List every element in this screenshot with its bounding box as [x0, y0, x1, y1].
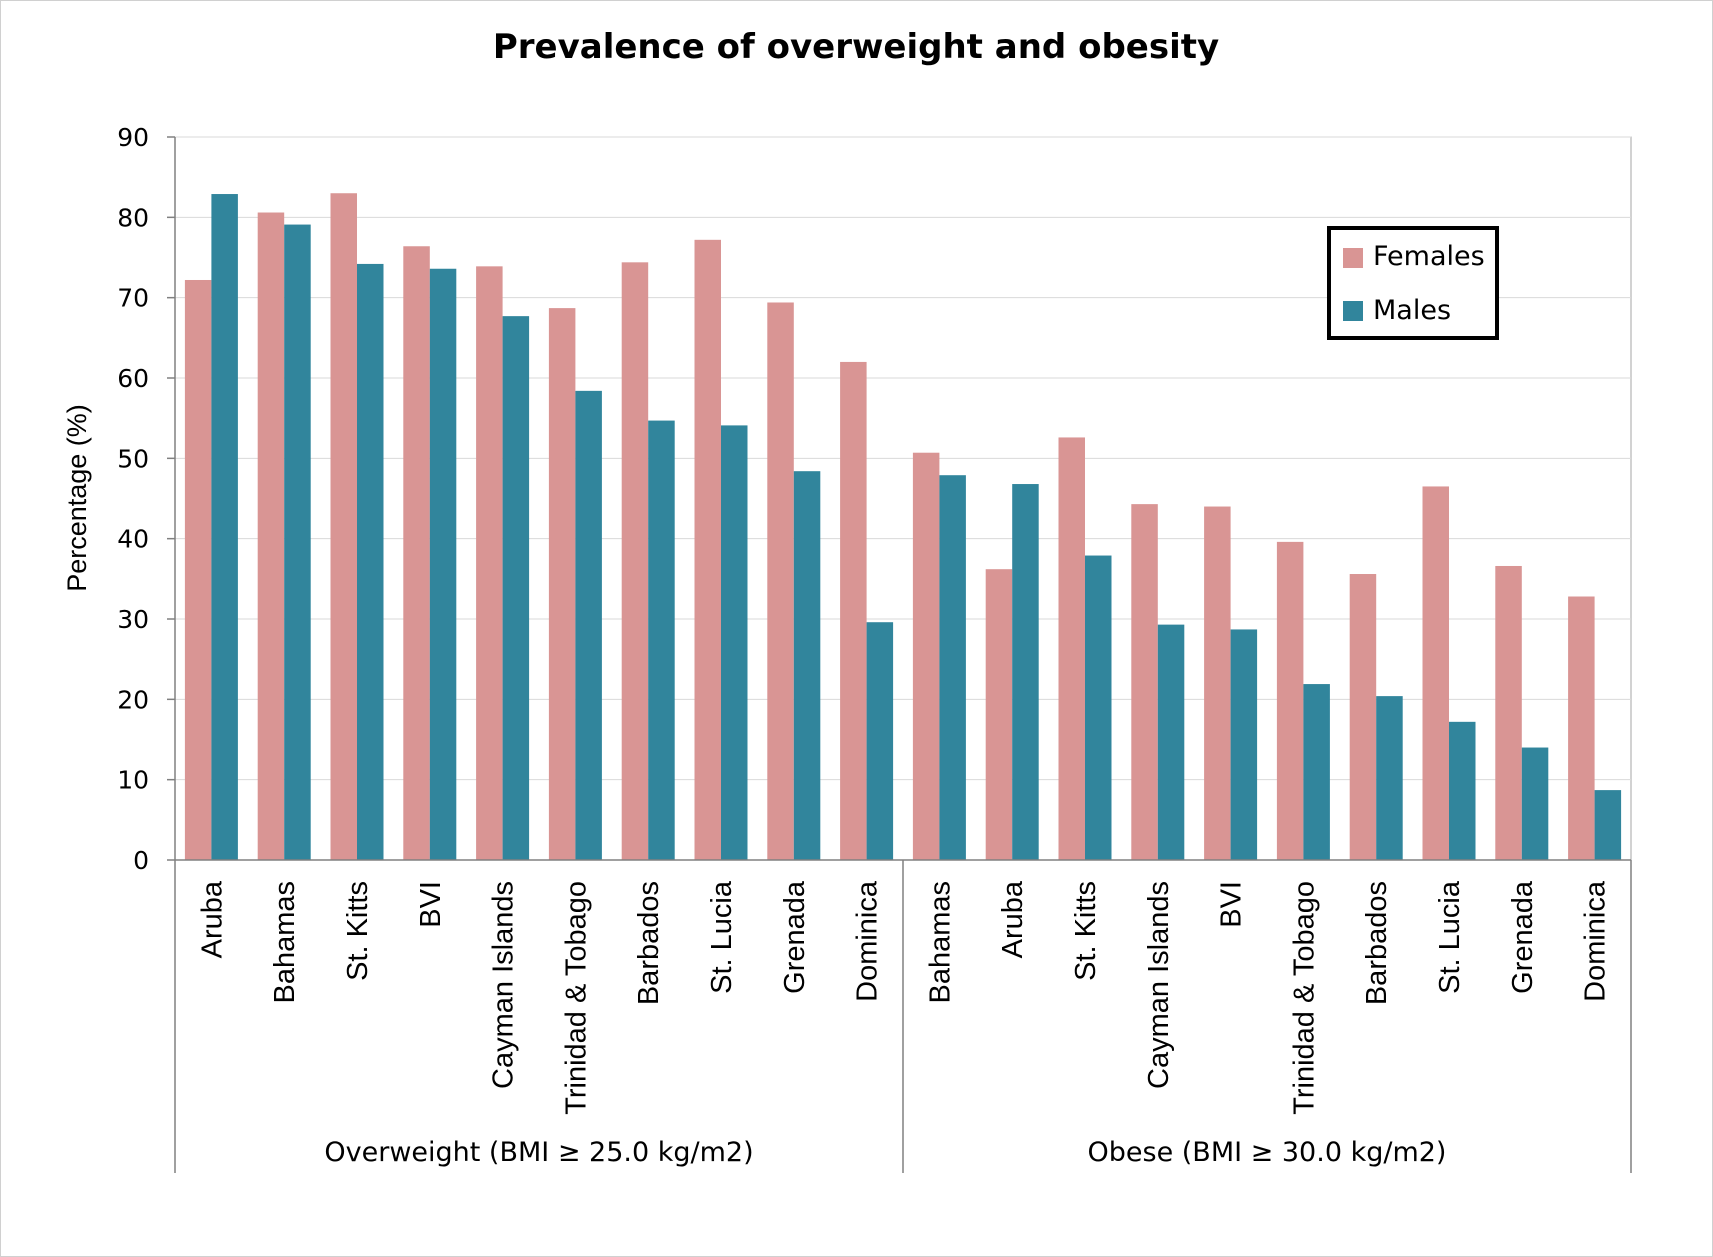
- bar-females-trinidad-tobago-g2: [1276, 541, 1304, 860]
- y-tick-label: 80: [117, 203, 149, 232]
- y-axis-label: Percentage (%): [62, 404, 92, 592]
- x-category-label: BVI: [415, 881, 447, 928]
- bar-females-cayman-islands-g1: [476, 266, 503, 860]
- y-tick-label: 60: [117, 364, 149, 393]
- bar-males-bahamas-g1: [284, 224, 311, 860]
- x-group-label: Obese (BMI ≥ 30.0 kg/m2): [1088, 1137, 1447, 1168]
- x-category-label: Dominica: [1580, 880, 1612, 1002]
- bar-females-bvi-g2: [1204, 506, 1231, 860]
- legend: Females Males: [1327, 226, 1499, 340]
- axes: 0 10 20 30 40 50 60 70 80 90 Aruba Bahamas St. Kitts…: [117, 123, 1632, 1173]
- bar-females-dominica-g1: [840, 361, 867, 860]
- bar-females-bvi-g1: [403, 246, 430, 861]
- bar-males-aruba-g1: [211, 194, 238, 860]
- bar-males-grenada-g2: [1521, 747, 1549, 860]
- x-category-label: Bahamas: [924, 881, 956, 1004]
- bar-males-bvi-g2: [1230, 629, 1258, 860]
- bars: [184, 193, 1622, 861]
- bar-males-bahamas-g2: [939, 475, 966, 860]
- x-category-label: Trinidad & Tobago: [1288, 881, 1320, 1115]
- bar-females-st-kitts-g2: [1058, 437, 1085, 860]
- y-tick-label: 70: [117, 284, 149, 313]
- x-category-label: Aruba: [997, 880, 1029, 958]
- bar-males-st-lucia-g1: [721, 425, 748, 860]
- bar-females-cayman-islands-g2: [1131, 504, 1158, 860]
- x-category-label: St. Lucia: [706, 880, 738, 994]
- bar-males-trinidad-tobago-g1: [575, 390, 602, 860]
- x-category-label: Trinidad & Tobago: [560, 881, 592, 1115]
- bar-males-cayman-islands-g1: [502, 316, 530, 861]
- x-category-label: Aruba: [196, 880, 228, 958]
- legend-label-males: Males: [1373, 295, 1451, 326]
- x-category-label: Barbados: [1361, 881, 1393, 1005]
- x-category-label: St. Kitts: [1070, 881, 1102, 981]
- x-category-label: Dominica: [852, 880, 884, 1002]
- x-category-label: Cayman Islands: [488, 881, 520, 1089]
- legend-swatch-females: [1343, 248, 1363, 268]
- x-category-label: BVI: [1216, 881, 1248, 928]
- bar-males-barbados-g2: [1376, 696, 1403, 860]
- y-tick-label: 30: [117, 605, 149, 634]
- y-tick-label: 50: [117, 444, 149, 473]
- x-category-label: Grenada: [779, 880, 811, 994]
- bar-females-st-kitts-g1: [330, 193, 357, 860]
- bar-females-barbados-g2: [1349, 574, 1377, 860]
- y-tick-label: 40: [117, 525, 149, 554]
- bar-females-st-lucia-g2: [1422, 486, 1449, 860]
- x-category-label: Grenada: [1507, 880, 1539, 994]
- bar-females-st-lucia-g1: [694, 239, 721, 860]
- chart-title: Prevalence of overweight and obesity: [493, 27, 1219, 67]
- y-tick-label: 20: [117, 685, 149, 714]
- y-tick-label: 90: [117, 123, 149, 152]
- bar-males-trinidad-tobago-g2: [1303, 684, 1330, 860]
- bar-females-aruba-g2: [985, 569, 1013, 860]
- x-category-label: St. Kitts: [342, 881, 374, 981]
- bar-males-cayman-islands-g2: [1157, 624, 1185, 860]
- legend-swatch-males: [1343, 301, 1363, 321]
- bar-females-dominica-g2: [1568, 596, 1595, 860]
- bar-females-barbados-g1: [621, 262, 649, 860]
- y-tick-label: 10: [117, 766, 149, 795]
- x-category-label: Barbados: [633, 881, 665, 1005]
- bar-males-grenada-g1: [793, 471, 821, 860]
- bar-males-st-kitts-g1: [357, 263, 384, 861]
- bar-females-grenada-g2: [1495, 565, 1522, 860]
- legend-label-females: Females: [1373, 241, 1485, 272]
- bar-females-trinidad-tobago-g1: [548, 308, 576, 860]
- bar-males-st-kitts-g2: [1085, 555, 1112, 860]
- bar-females-bahamas-g2: [912, 452, 940, 860]
- x-group-label: Overweight (BMI ≥ 25.0 kg/m2): [324, 1137, 753, 1168]
- bar-males-bvi-g1: [429, 268, 457, 860]
- x-category-label: St. Lucia: [1434, 880, 1466, 994]
- bar-females-aruba-g1: [184, 279, 212, 860]
- bar-females-grenada-g1: [767, 302, 794, 860]
- bar-males-dominica-g2: [1594, 790, 1622, 860]
- bar-females-bahamas-g1: [257, 212, 285, 861]
- x-category-label: Cayman Islands: [1143, 881, 1175, 1089]
- bar-males-dominica-g1: [866, 622, 894, 860]
- x-category-label: Bahamas: [269, 881, 301, 1004]
- y-tick-label: 0: [133, 846, 149, 875]
- bar-males-aruba-g2: [1012, 484, 1039, 860]
- bar-males-barbados-g1: [648, 420, 675, 860]
- bar-males-st-lucia-g2: [1449, 721, 1476, 860]
